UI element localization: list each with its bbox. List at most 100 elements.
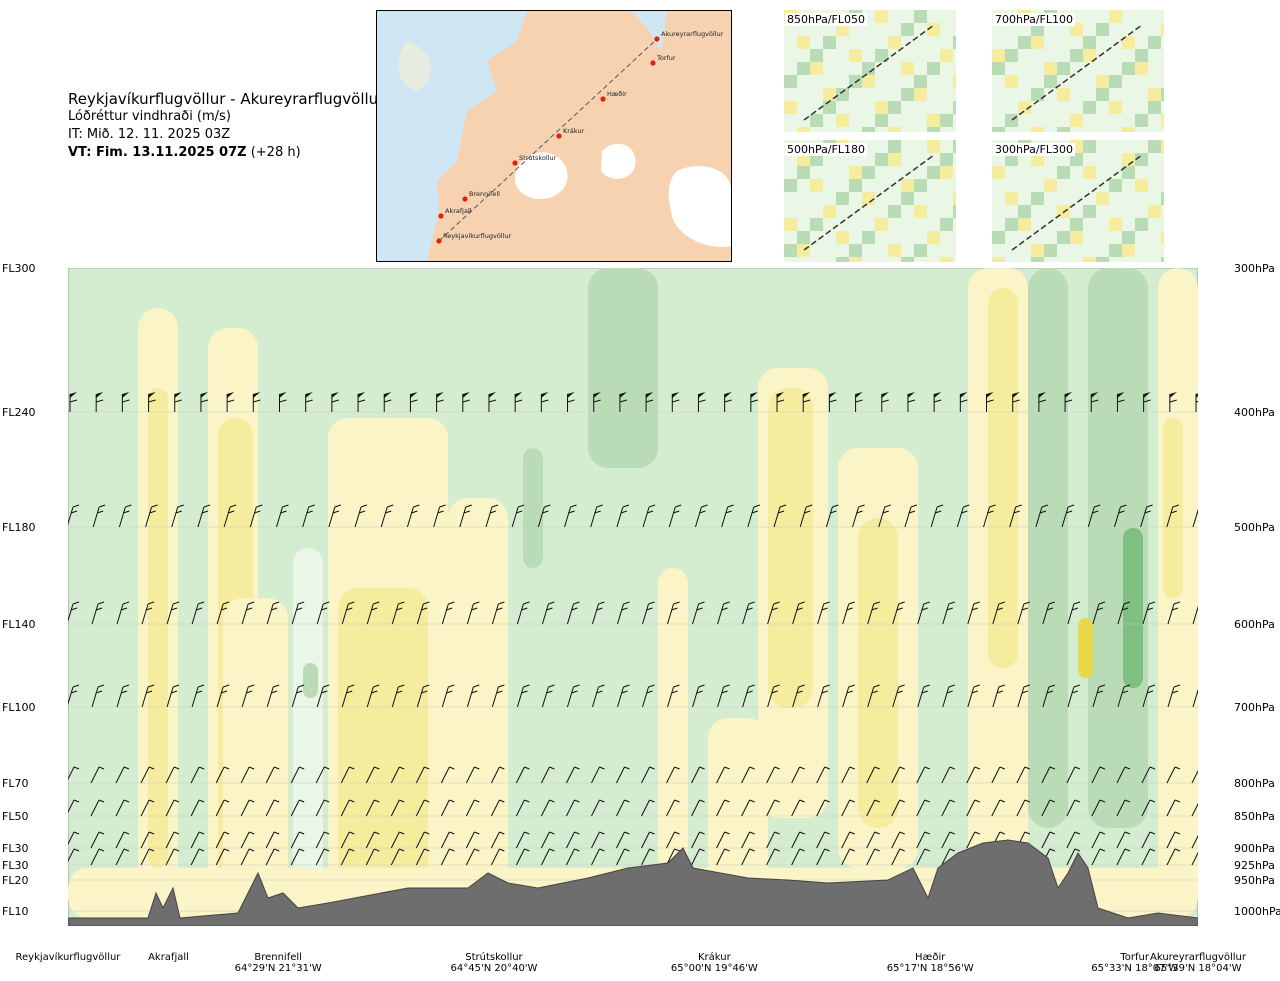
wind-barb (767, 684, 780, 708)
mini-map-cell (953, 244, 956, 257)
mini-map-cell (1044, 62, 1057, 75)
mini-map-cell (1148, 10, 1161, 23)
mini-map-cell (1057, 36, 1070, 49)
wind-barb (1016, 766, 1031, 784)
wind-barb (491, 684, 505, 708)
mini-map-cell (1122, 49, 1135, 62)
velocity-band (338, 588, 428, 908)
mini-map-cell (784, 192, 797, 205)
mini-map-cell (1005, 244, 1018, 257)
mini-map-cell (849, 127, 862, 132)
wind-barb (694, 504, 708, 528)
mini-map-cell (1096, 127, 1109, 132)
mini-map-cell (927, 205, 940, 218)
mini-map-cell (1122, 244, 1135, 257)
mini-map-cell (992, 88, 1005, 101)
wind-barb (190, 848, 205, 866)
mini-map-cell (1018, 23, 1031, 36)
mini-map-cell (953, 49, 956, 62)
wind-barb (315, 799, 330, 817)
mini-map-cell (1096, 205, 1109, 218)
wind-barb (766, 831, 780, 849)
mini-map-cell (953, 114, 956, 127)
wind-barb (565, 766, 580, 784)
wind-barb (190, 799, 205, 817)
wind-barb (1090, 392, 1099, 412)
wind-barb (68, 799, 80, 814)
mini-map-cell (1005, 23, 1018, 36)
mini-map-cell (1005, 192, 1018, 205)
mini-map-cell (888, 101, 901, 114)
mini-map-cell (849, 257, 862, 262)
mini-map-cell (992, 153, 1005, 166)
wind-barb (415, 766, 430, 784)
wind-barb (341, 601, 355, 625)
mini-map-cell (1070, 218, 1083, 231)
wind-barb (741, 799, 755, 817)
waypoint-name: Reykjavíkurflugvöllur (15, 952, 121, 963)
hpa-tick-label: 850hPa (1234, 810, 1275, 823)
mini-map-cell (784, 75, 797, 88)
level-map-850-canvas (784, 10, 956, 132)
mini-map-cell (1161, 231, 1164, 244)
mini-map-cell (810, 88, 823, 101)
fl-tick-label: FL30 (2, 859, 29, 872)
wind-barb (992, 684, 1005, 708)
wind-barb (91, 601, 105, 625)
level-map-850: 850hPa/FL050 (784, 10, 956, 132)
mini-map-cell (849, 101, 862, 114)
wind-barb (1166, 766, 1181, 784)
mini-map-cell (1096, 10, 1109, 23)
wind-barb (565, 831, 580, 849)
wind-barb (383, 392, 392, 412)
mini-map-cell (875, 23, 888, 36)
mini-map-cell (1148, 62, 1161, 75)
wind-barb (642, 684, 655, 708)
mini-map-cell (836, 257, 849, 262)
mini-map-cell (1031, 205, 1044, 218)
wind-barb (537, 504, 551, 528)
mini-map-cell (914, 244, 927, 257)
mini-map-cell (1083, 75, 1096, 88)
wind-barb (266, 601, 280, 625)
mini-map-cell (992, 179, 1005, 192)
wind-barb (841, 831, 855, 849)
wind-barb (331, 392, 339, 412)
mini-map-cell (1161, 218, 1164, 231)
wind-barb (90, 831, 105, 849)
mini-map-cell (1135, 10, 1148, 23)
mini-map-cell (836, 127, 849, 132)
mini-map-cell (1148, 166, 1161, 179)
fl-tick-label: FL50 (2, 810, 29, 823)
wind-barb (200, 392, 209, 412)
mini-map-cell (1005, 205, 1018, 218)
mini-map-cell (1070, 153, 1083, 166)
wind-barb (354, 504, 368, 528)
mini-map-cell (823, 231, 836, 244)
velocity-band (148, 388, 168, 868)
wind-barb (191, 601, 205, 625)
mini-map-cell (862, 75, 875, 88)
svg-text:Krákur: Krákur (563, 127, 585, 135)
hpa-tick-label: 800hPa (1234, 777, 1275, 790)
mini-map-cell (1109, 218, 1122, 231)
mini-map-cell (888, 75, 901, 88)
wind-barb (197, 504, 211, 528)
wind-barb (792, 684, 805, 708)
wind-barb (490, 848, 505, 866)
mini-map-cell (823, 36, 836, 49)
mini-map-cell (823, 23, 836, 36)
mini-map-cell (1161, 114, 1164, 127)
mini-map-cell (823, 127, 836, 132)
mini-map-cell (992, 231, 1005, 244)
wind-barb (226, 392, 235, 412)
wind-barb (95, 392, 104, 412)
wind-barb (406, 504, 420, 528)
mini-map-cell (1018, 88, 1031, 101)
mini-map-cell (1005, 153, 1018, 166)
wind-barb (616, 504, 630, 528)
hpa-tick-label: 1000hPa (1234, 905, 1280, 918)
mini-map-cell (992, 23, 1005, 36)
mini-map-cell (1161, 88, 1164, 101)
mini-map-cell (1161, 36, 1164, 49)
